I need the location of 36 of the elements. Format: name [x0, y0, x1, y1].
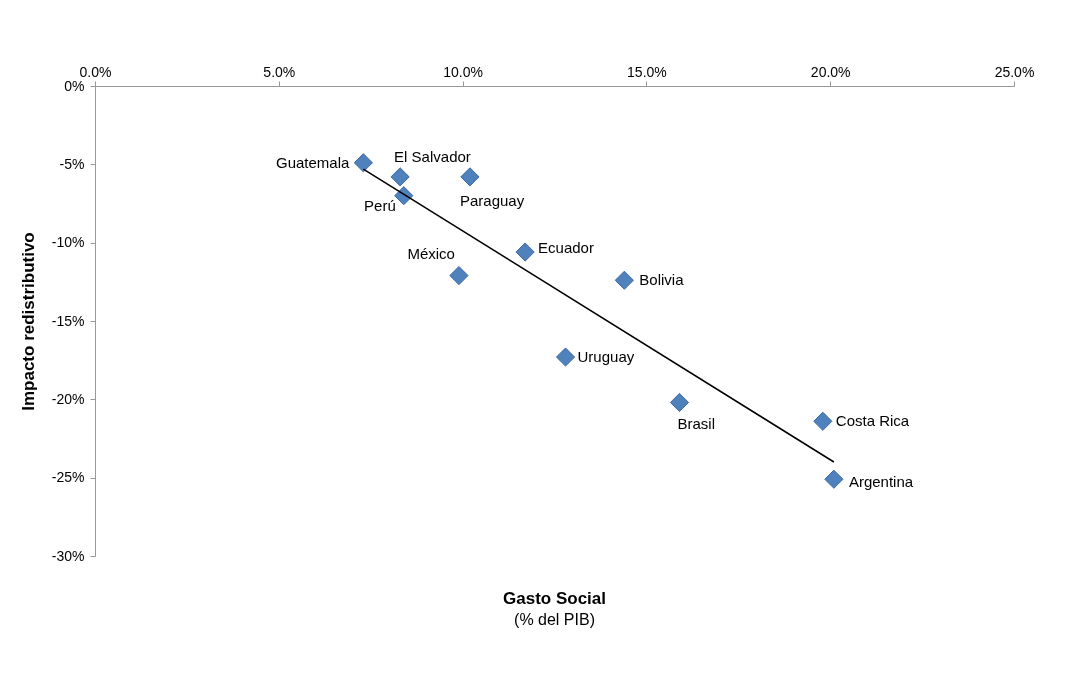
point [515, 242, 535, 262]
x-tick-label: 5.0% [263, 63, 296, 80]
x-tick-label: 20.0% [810, 63, 851, 80]
annotation: Uruguay [577, 348, 635, 366]
x-tick-label: 15.0% [627, 63, 667, 80]
annotation: El Salvador [394, 147, 471, 165]
y-tick-label: -20% [51, 390, 85, 407]
point [390, 167, 410, 187]
y-axis-title: Impacto redistributivo [18, 232, 38, 411]
y-tick-label: -5% [59, 155, 85, 172]
annotation: Guatemala [275, 153, 350, 171]
point [460, 167, 480, 187]
annotation: Costa Rica [835, 412, 910, 430]
point [824, 469, 844, 489]
annotation: Brasil [677, 415, 715, 433]
y-tick-label: -15% [51, 312, 85, 329]
annotation: México [407, 244, 455, 262]
point [813, 411, 833, 431]
y-tick-label: -30% [51, 547, 85, 564]
x-tick-label: 0.0% [79, 63, 112, 80]
point [614, 270, 634, 290]
annotation: Bolivia [639, 271, 685, 289]
point [669, 392, 690, 413]
y-tick-label: -10% [51, 234, 85, 251]
annotation: Argentina [848, 473, 914, 491]
y-tick-label: -25% [51, 469, 85, 486]
point [555, 347, 576, 367]
point [449, 265, 469, 286]
x-axis-title: Gasto Social (% del PIB) [503, 589, 606, 628]
y-tick-label: 0% [64, 77, 85, 94]
annotation: Paraguay [459, 191, 525, 209]
x-tick-label: 25.0% [994, 63, 1035, 80]
annotation: Perú [364, 196, 396, 214]
annotation: Ecuador [538, 239, 594, 257]
x-tick-label: 10.0% [443, 63, 483, 80]
point [353, 153, 373, 173]
